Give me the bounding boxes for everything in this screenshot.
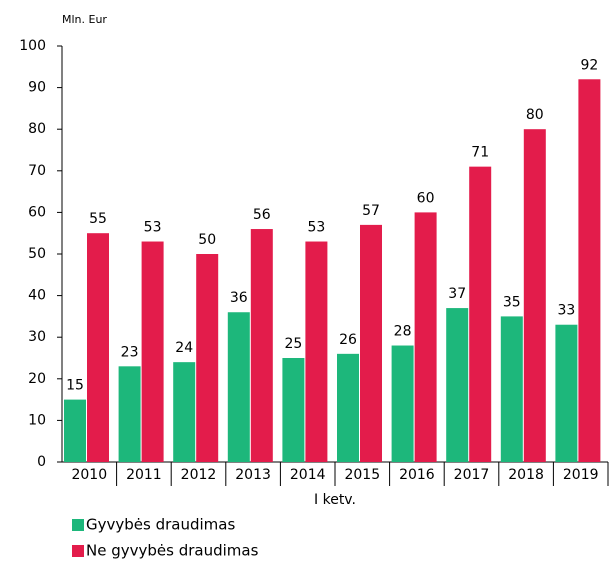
bar <box>64 399 86 462</box>
bar <box>360 224 382 462</box>
bar <box>446 308 469 462</box>
data-label: 50 <box>198 232 216 248</box>
data-label: 57 <box>362 203 380 219</box>
x-tick-label: 2013 <box>235 467 271 483</box>
x-tick-label: 2015 <box>344 467 380 483</box>
y-unit: Mln. Eur <box>62 13 107 26</box>
data-label: 36 <box>230 290 248 306</box>
data-label: 56 <box>253 207 271 223</box>
data-label: 15 <box>66 378 84 394</box>
data-label: 23 <box>121 344 139 360</box>
bar <box>196 254 219 462</box>
x-tick-label: 2012 <box>181 467 217 483</box>
y-tick-label: 40 <box>28 288 46 304</box>
data-label: 33 <box>557 303 575 319</box>
data-label: 26 <box>339 332 357 348</box>
data-label: 60 <box>417 190 435 206</box>
y-tick-label: 10 <box>28 412 46 428</box>
y-tick-label: 0 <box>37 454 46 470</box>
bar <box>173 362 196 462</box>
bar <box>87 233 109 462</box>
data-label: 92 <box>580 57 598 73</box>
bar <box>555 324 578 462</box>
x-tick-label: 2016 <box>399 467 435 483</box>
x-tick-label: 2010 <box>71 467 107 483</box>
bar <box>305 241 328 462</box>
bar <box>250 229 273 462</box>
legend-label: Gyvybės draudimas <box>86 516 235 534</box>
y-tick-label: 50 <box>28 246 46 262</box>
data-label: 35 <box>503 294 521 310</box>
bar <box>391 345 414 462</box>
y-tick-label: 20 <box>28 371 46 387</box>
y-tick-label: 90 <box>28 80 46 96</box>
data-label: 24 <box>175 340 193 356</box>
bar <box>282 358 305 462</box>
data-label: 53 <box>144 220 162 236</box>
data-label: 37 <box>448 286 466 302</box>
data-label: 28 <box>394 324 412 340</box>
bar <box>523 129 546 462</box>
data-label: 25 <box>284 336 302 352</box>
x-tick-label: 2018 <box>508 467 544 483</box>
y-tick-label: 80 <box>28 121 46 137</box>
x-axis-label: I ketv. <box>314 492 356 508</box>
legend-swatch <box>72 545 84 557</box>
y-tick-label: 70 <box>28 163 46 179</box>
bar <box>469 166 492 462</box>
data-label: 71 <box>471 145 489 161</box>
data-label: 80 <box>526 107 544 123</box>
bar <box>578 79 601 462</box>
bar <box>337 353 359 462</box>
data-label: 53 <box>307 220 325 236</box>
bar <box>414 212 437 462</box>
y-tick-label: 100 <box>19 38 46 54</box>
bar <box>500 316 523 462</box>
y-tick-label: 30 <box>28 329 46 345</box>
legend-swatch <box>72 519 84 531</box>
legend-label: Ne gyvybės draudimas <box>86 542 259 560</box>
bar <box>141 241 164 462</box>
x-tick-label: 2014 <box>290 467 326 483</box>
x-tick-label: 2017 <box>454 467 490 483</box>
y-tick-label: 60 <box>28 204 46 220</box>
x-tick-label: 2011 <box>126 467 162 483</box>
x-tick-label: 2019 <box>563 467 599 483</box>
data-label: 55 <box>89 211 107 227</box>
bar <box>227 312 250 462</box>
bar <box>118 366 141 462</box>
